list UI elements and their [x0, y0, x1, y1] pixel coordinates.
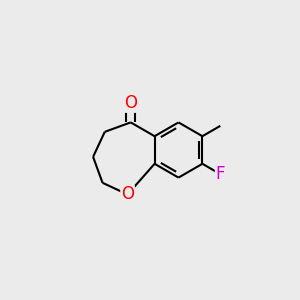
Text: O: O	[121, 185, 134, 203]
Text: F: F	[216, 165, 225, 183]
Text: O: O	[124, 94, 137, 112]
